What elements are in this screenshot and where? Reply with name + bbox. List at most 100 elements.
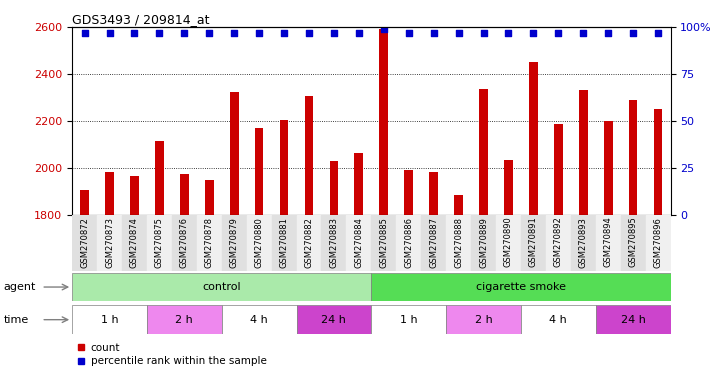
Point (428, 30, 439, 36)
Point (154, 30, 165, 36)
Text: GSM270879: GSM270879 (230, 217, 239, 268)
Point (528, 30, 539, 36)
Bar (222, 215, 247, 271)
Text: 4 h: 4 h (250, 314, 268, 325)
Bar (546, 215, 571, 271)
Text: 24 h: 24 h (322, 314, 346, 325)
Text: GSM270872: GSM270872 (80, 217, 89, 268)
Text: GSM270886: GSM270886 (404, 217, 413, 268)
Bar (72, 215, 97, 271)
Bar (205, 180, 213, 215)
Text: 1 h: 1 h (400, 314, 417, 325)
Bar (296, 305, 371, 334)
Point (653, 30, 664, 36)
Bar (654, 109, 663, 215)
Text: GSM270880: GSM270880 (255, 217, 264, 268)
Legend: count, percentile rank within the sample: count, percentile rank within the sample (77, 343, 267, 366)
Bar (596, 215, 621, 271)
Bar (379, 29, 388, 215)
Bar (504, 160, 513, 215)
Point (253, 30, 265, 36)
Bar (479, 89, 488, 215)
Text: GSM270889: GSM270889 (479, 217, 488, 268)
Bar (371, 305, 446, 334)
Bar (645, 215, 671, 271)
Text: GSM270895: GSM270895 (629, 217, 637, 268)
Point (229, 30, 240, 36)
Point (304, 30, 315, 36)
Point (128, 30, 140, 36)
Bar (603, 121, 613, 215)
Text: GSM270875: GSM270875 (155, 217, 164, 268)
Text: GSM270881: GSM270881 (280, 217, 288, 268)
Point (378, 26, 389, 32)
Text: GSM270893: GSM270893 (579, 217, 588, 268)
Point (603, 30, 614, 36)
Point (79, 30, 90, 36)
Bar (255, 128, 263, 215)
Bar (621, 215, 645, 271)
Bar (197, 215, 222, 271)
Bar (80, 190, 89, 215)
Bar (222, 305, 296, 334)
Bar (280, 120, 288, 215)
Point (552, 30, 564, 36)
Text: GSM270888: GSM270888 (454, 217, 463, 268)
Bar (471, 215, 496, 271)
Text: control: control (203, 282, 241, 292)
Text: GSM270892: GSM270892 (554, 217, 563, 268)
Bar (180, 174, 189, 215)
Bar (529, 62, 538, 215)
Text: GSM270874: GSM270874 (130, 217, 139, 268)
Bar (147, 215, 172, 271)
Bar (571, 215, 596, 271)
Bar (322, 215, 346, 271)
Text: GSM270891: GSM270891 (529, 217, 538, 268)
Point (104, 30, 115, 36)
Bar (329, 161, 338, 215)
Bar (247, 215, 272, 271)
Text: 2 h: 2 h (474, 314, 492, 325)
Bar (397, 215, 421, 271)
Bar (404, 170, 413, 215)
Bar (296, 215, 322, 271)
Text: 24 h: 24 h (621, 314, 645, 325)
Bar (454, 195, 463, 215)
Text: GSM270896: GSM270896 (653, 217, 663, 268)
Text: cigarette smoke: cigarette smoke (476, 282, 566, 292)
Point (328, 30, 340, 36)
Bar (130, 175, 139, 215)
Text: GSM270894: GSM270894 (603, 217, 613, 268)
Bar (371, 215, 397, 271)
Text: GSM270882: GSM270882 (304, 217, 314, 268)
Bar (172, 215, 197, 271)
Bar (429, 172, 438, 215)
Point (478, 30, 490, 36)
Text: agent: agent (4, 282, 36, 292)
Text: 1 h: 1 h (101, 314, 118, 325)
Bar (521, 215, 546, 271)
Bar (579, 90, 588, 215)
Point (203, 30, 215, 36)
Text: GSM270876: GSM270876 (180, 217, 189, 268)
Text: GSM270884: GSM270884 (354, 217, 363, 268)
Bar (304, 96, 314, 215)
Point (278, 30, 290, 36)
Bar (97, 215, 122, 271)
Point (453, 30, 464, 36)
Point (179, 30, 190, 36)
Bar (496, 215, 521, 271)
Text: 4 h: 4 h (549, 314, 567, 325)
Bar (346, 215, 371, 271)
Bar (355, 153, 363, 215)
Text: GSM270890: GSM270890 (504, 217, 513, 268)
Text: GSM270873: GSM270873 (105, 217, 114, 268)
Bar (72, 305, 147, 334)
Point (578, 30, 589, 36)
Bar (155, 141, 164, 215)
Bar (147, 305, 222, 334)
Text: GSM270887: GSM270887 (429, 217, 438, 268)
Bar (446, 215, 471, 271)
Bar (272, 215, 296, 271)
Bar (421, 215, 446, 271)
